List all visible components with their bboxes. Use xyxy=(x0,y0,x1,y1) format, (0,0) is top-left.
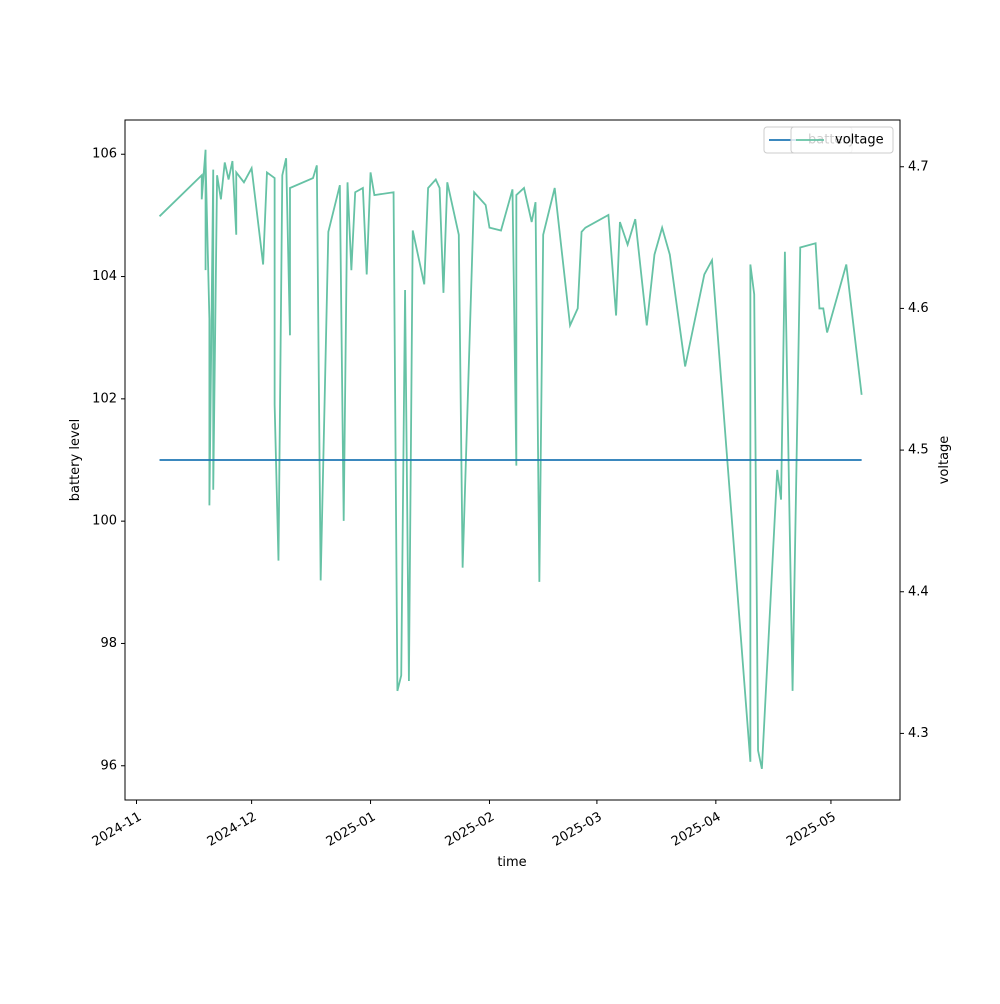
y-tick-label: 106 xyxy=(92,147,117,162)
y2-tick-label: 4.4 xyxy=(908,584,929,599)
y-axis-label: battery level xyxy=(68,419,83,502)
legend-box xyxy=(790,126,894,154)
x-tick-label: 2024-11 xyxy=(90,810,145,850)
y2-tick-label: 4.6 xyxy=(908,301,929,316)
x-tick-label: 2024-12 xyxy=(205,810,260,850)
legend-label: voltage xyxy=(835,133,884,148)
y2-tick-label: 4.7 xyxy=(908,159,929,174)
series-line xyxy=(158,149,863,770)
x-tick-label: 2025-03 xyxy=(550,810,605,850)
y2-axis-label: voltage xyxy=(937,436,952,485)
y-tick-label: 102 xyxy=(92,391,117,406)
x-tick-label: 2025-02 xyxy=(443,810,498,850)
x-axis-label: time xyxy=(497,855,526,870)
y2-tick-label: 4.5 xyxy=(908,443,929,458)
x-tick-label: 2025-05 xyxy=(784,810,839,850)
plot-frame xyxy=(124,119,901,801)
y2-tick-label: 4.3 xyxy=(908,726,929,741)
y-tick-label: 100 xyxy=(92,514,117,529)
y-tick-label: 104 xyxy=(92,269,117,284)
x-tick-label: 2025-01 xyxy=(324,810,379,850)
y-tick-label: 98 xyxy=(100,636,117,651)
y-tick-label: 96 xyxy=(100,758,117,773)
x-tick-label: 2025-04 xyxy=(669,810,724,850)
